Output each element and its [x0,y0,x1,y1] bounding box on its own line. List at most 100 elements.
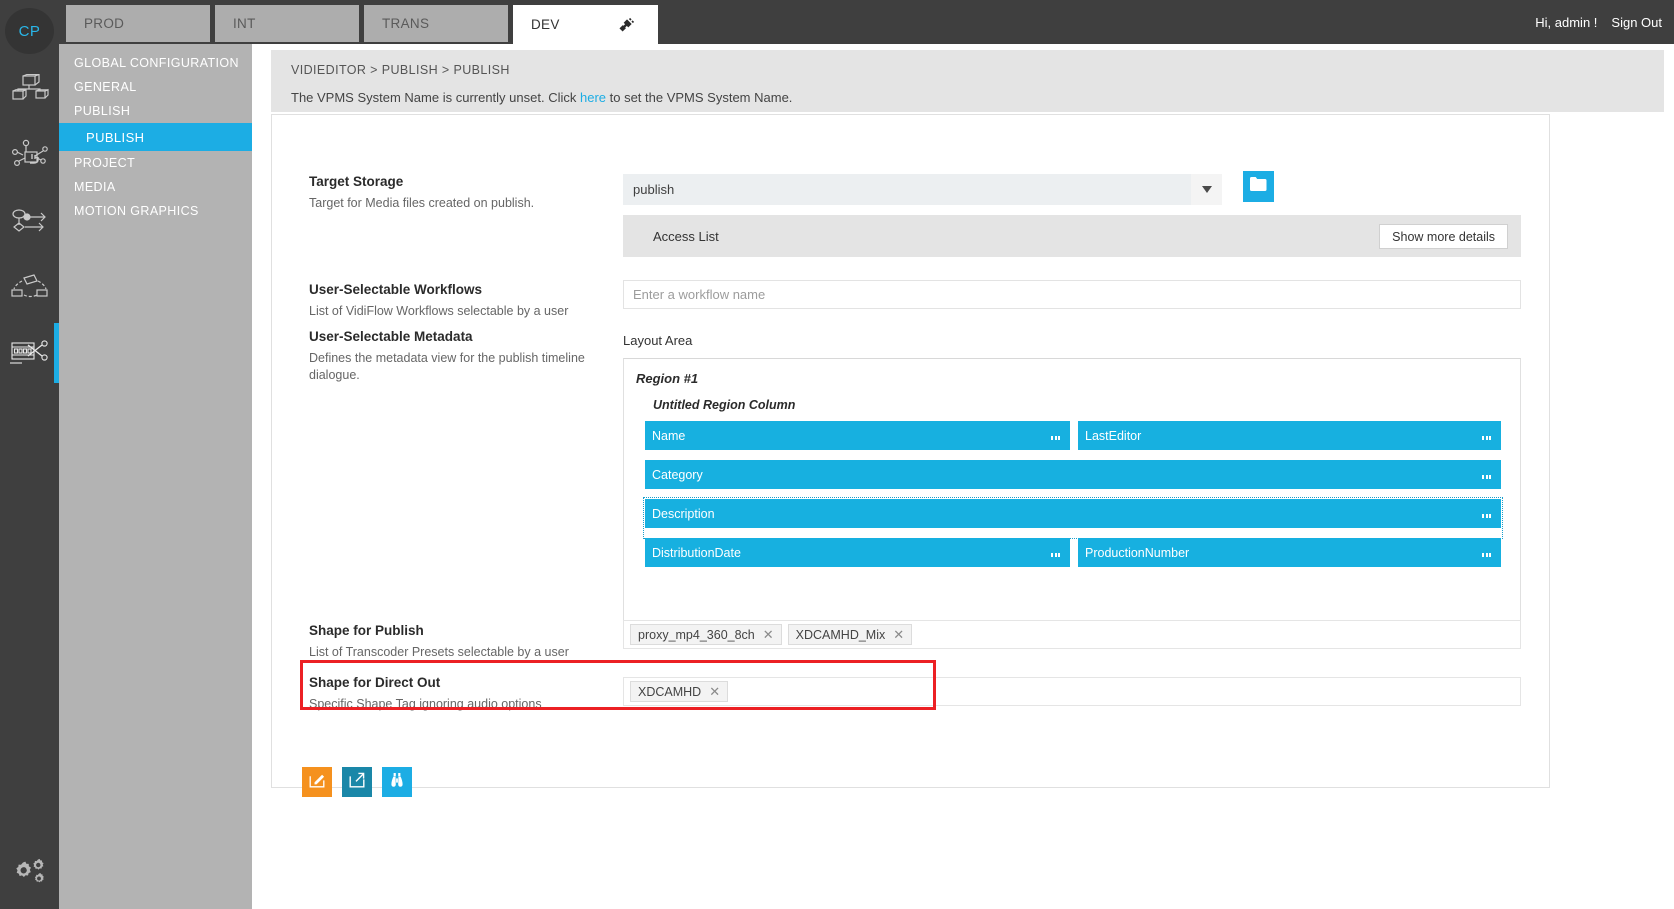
layout-row-4: DistributionDate ProductionNumber [645,538,1501,576]
resize-grip-icon[interactable] [1051,436,1062,440]
resize-grip-icon[interactable] [1482,553,1493,557]
sidebar-item-project[interactable]: PROJECT [74,156,136,170]
metadata-title: User-Selectable Metadata [309,329,473,344]
environment-tabs: PROD INT TRANS DEV [66,5,658,44]
sign-out-link[interactable]: Sign Out [1611,14,1662,30]
edit-button[interactable] [302,767,332,797]
resize-grip-icon[interactable] [1482,475,1493,479]
action-button-bar [302,767,412,797]
preview-button[interactable] [382,767,412,797]
env-tab-int[interactable]: INT [215,5,359,42]
rail-item-video-editor[interactable] [0,320,59,386]
flow-arrows-icon [11,206,49,236]
resize-grip-icon[interactable] [1482,436,1493,440]
shape-tag-proxy-mp4-360-8ch[interactable]: proxy_mp4_360_8ch ✕ [630,624,782,645]
notice-text-after: to set the VPMS System Name. [606,90,793,105]
collaboration-icon [10,272,49,302]
folder-icon [1250,177,1267,196]
field-chip-distributiondate-label: DistributionDate [652,545,741,560]
main-content: VIDIEDITOR > PUBLISH > PUBLISH The VPMS … [252,44,1674,909]
sidebar-item-motion-graphics[interactable]: MOTION GRAPHICS [74,204,199,218]
workflow-hand-icon [11,139,49,171]
shape-direct-out-label-group: Shape for Direct Out Specific Shape Tag … [309,675,619,713]
env-tab-prod[interactable]: PROD [66,5,210,42]
field-chip-productionnumber[interactable]: ProductionNumber [1078,538,1501,567]
target-storage-label-group: Target Storage Target for Media files cr… [309,174,619,212]
shape-publish-desc: List of Transcoder Presets selectable by… [309,645,569,659]
target-storage-title: Target Storage [309,174,404,189]
sidebar-item-publish[interactable]: PUBLISH [74,104,131,118]
target-storage-select[interactable]: publish [623,174,1222,205]
access-list-label: Access List [653,228,719,244]
shape-publish-label-group: Shape for Publish List of Transcoder Pre… [309,623,619,661]
field-chip-category-label: Category [652,467,703,482]
remove-tag-icon[interactable]: ✕ [893,626,905,642]
target-storage-value: publish [633,182,675,197]
gear-icon [10,856,50,891]
layout-row-2: Category [645,460,1501,498]
metadata-label-group: User-Selectable Metadata Defines the met… [309,329,619,384]
field-chip-distributiondate[interactable]: DistributionDate [645,538,1070,567]
user-area: Hi, admin ! Sign Out [1535,0,1662,44]
shape-tag-label: XDCAMHD [638,684,702,699]
target-storage-desc: Target for Media files created on publis… [309,196,535,210]
sidebar-item-global-configuration[interactable]: GLOBAL CONFIGURATION [74,56,239,70]
open-external-button[interactable] [342,767,372,797]
page-header-band: VIDIEDITOR > PUBLISH > PUBLISH The VPMS … [271,50,1664,112]
shape-tag-label: XDCAMHD_Mix [795,627,886,642]
layout-field-list: Name LastEditor Category [643,421,1503,577]
layout-row-3-selected[interactable]: Description [643,497,1503,539]
sidebar-item-media[interactable]: MEDIA [74,180,116,194]
env-tab-dev-label: DEV [531,17,560,32]
greeting-label: Hi, admin ! [1535,14,1598,30]
sidebar-item-general[interactable]: GENERAL [74,80,137,94]
workflows-desc: List of VidiFlow Workflows selectable by… [309,304,569,318]
field-chip-category[interactable]: Category [645,460,1501,489]
left-rail: CP [0,0,59,909]
packages-icon [11,74,49,104]
shape-tag-xdcamhd-mix[interactable]: XDCAMHD_Mix ✕ [787,624,913,645]
field-chip-lasteditor[interactable]: LastEditor [1078,421,1501,450]
region-title: Region #1 [636,371,699,386]
settings-button[interactable] [0,851,59,895]
metadata-desc: Defines the metadata view for the publis… [309,351,585,382]
shape-direct-out-title: Shape for Direct Out [309,675,441,690]
video-editor-icon [9,337,50,369]
rail-item-workflow[interactable] [0,122,59,188]
env-tab-dev[interactable]: DEV [513,5,658,44]
region-column-title: Untitled Region Column [653,398,796,412]
workflow-name-input[interactable]: Enter a workflow name [623,280,1521,309]
rail-item-collaboration[interactable] [0,254,59,320]
resize-grip-icon[interactable] [1482,514,1493,518]
workflow-input-placeholder: Enter a workflow name [633,287,766,302]
field-chip-description-label: Description [652,506,715,521]
external-link-icon [349,772,365,793]
sidebar-item-publish-selected[interactable]: PUBLISH [59,123,252,151]
browse-folder-button[interactable] [1243,171,1274,202]
shape-publish-field[interactable]: proxy_mp4_360_8ch ✕ XDCAMHD_Mix ✕ [623,620,1521,649]
binoculars-icon [389,772,405,793]
access-list-bar: Access List Show more details [623,215,1521,257]
shape-direct-out-field[interactable]: XDCAMHD ✕ [623,677,1521,706]
resize-grip-icon[interactable] [1051,553,1062,557]
field-chip-name[interactable]: Name [645,421,1070,450]
rail-item-packages[interactable] [0,56,59,122]
field-chip-lasteditor-label: LastEditor [1085,428,1142,443]
notice-text-before: The VPMS System Name is currently unset.… [291,90,580,105]
env-tab-trans[interactable]: TRANS [364,5,508,42]
shape-tag-xdcamhd[interactable]: XDCAMHD ✕ [630,681,729,702]
secondary-nav: GLOBAL CONFIGURATION GENERAL PUBLISH PUB… [59,44,252,909]
field-chip-description[interactable]: Description [645,499,1501,528]
field-chip-productionnumber-label: ProductionNumber [1085,545,1190,560]
remove-tag-icon[interactable]: ✕ [709,683,721,699]
show-more-details-button[interactable]: Show more details [1379,224,1508,249]
remove-tag-icon[interactable]: ✕ [762,626,774,642]
settings-card: Target Storage Target for Media files cr… [271,114,1550,797]
notice-link-here[interactable]: here [579,90,607,105]
plug-connected-icon [616,15,636,38]
field-chip-name-label: Name [652,428,686,443]
app-logo[interactable]: CP [5,8,54,54]
rail-item-flow[interactable] [0,188,59,254]
chevron-down-icon[interactable] [1191,174,1222,205]
